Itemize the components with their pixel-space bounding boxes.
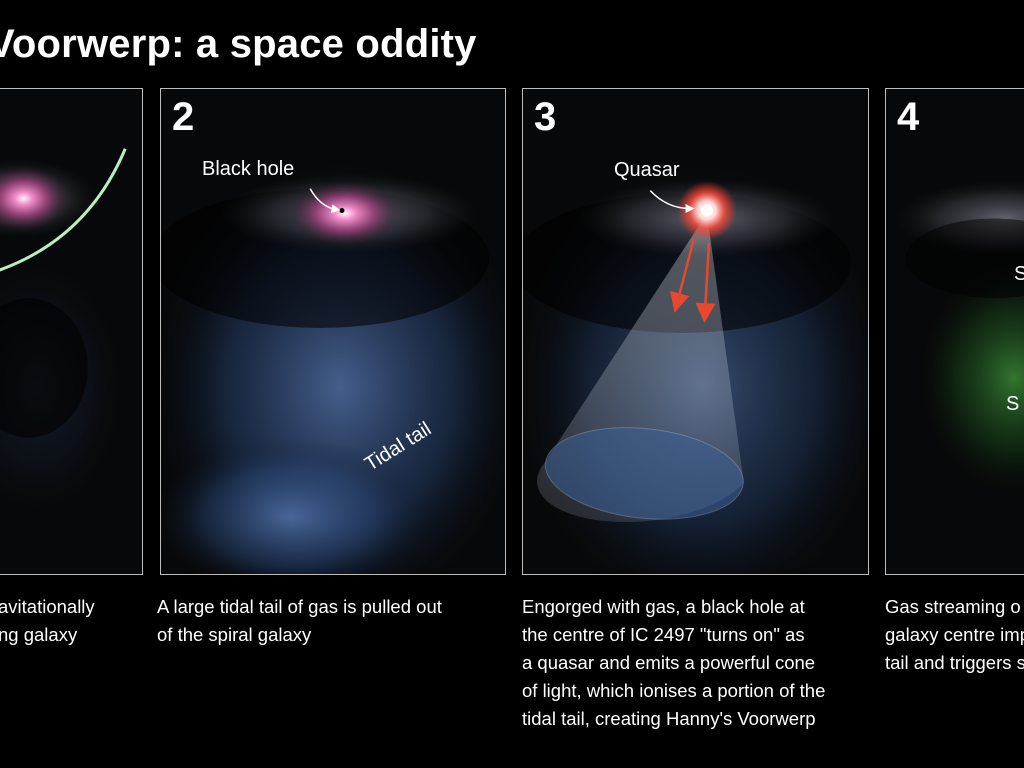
trajectory-arc (0, 148, 127, 272)
caption-line: ng galaxy (0, 624, 78, 645)
panel-2-caption: A large tidal tail of gas is pulled out … (157, 593, 442, 649)
quasar-label: Quasar (614, 159, 680, 181)
panel-4-label-1: S (1014, 263, 1024, 286)
panel-4-label-2: S (1006, 393, 1020, 415)
panel-4-image: 4 S S (885, 88, 1024, 575)
panel-4-caption: Gas streaming o galaxy centre imp tail a… (885, 593, 1024, 677)
panel-2-image: 2 Black hole Tidal tail (160, 88, 506, 575)
panel-3-number: 3 (534, 95, 557, 139)
caption-line: galaxy centre imp (885, 624, 1024, 645)
caption-line: a quasar and emits a powerful cone (522, 652, 816, 673)
caption-line: Engorged with gas, a black hole at (522, 596, 805, 617)
panel-3-caption: Engorged with gas, a black hole at the c… (522, 593, 825, 733)
panel-1-caption: avitationally ng galaxy (0, 593, 95, 649)
caption-line: of the spiral galaxy (157, 624, 312, 645)
panel-2-number: 2 (172, 95, 195, 139)
caption-line: tail and triggers s (885, 652, 1024, 673)
panel-1-image (0, 88, 143, 575)
caption-line: avitationally (0, 596, 95, 617)
caption-line: of light, which ionises a portion of the (522, 680, 826, 701)
page-title: Voorwerp: a space oddity (0, 22, 477, 66)
panel-4-number: 4 (897, 95, 920, 139)
black-hole-label: Black hole (202, 158, 295, 180)
caption-line: the centre of IC 2497 "turns on" as (522, 624, 805, 645)
panel-3-image: 3 Quasar (522, 88, 869, 575)
caption-line: A large tidal tail of gas is pulled out (157, 596, 442, 617)
caption-line: Gas streaming o (885, 596, 1021, 617)
caption-line: tidal tail, creating Hanny's Voorwerp (522, 708, 816, 729)
